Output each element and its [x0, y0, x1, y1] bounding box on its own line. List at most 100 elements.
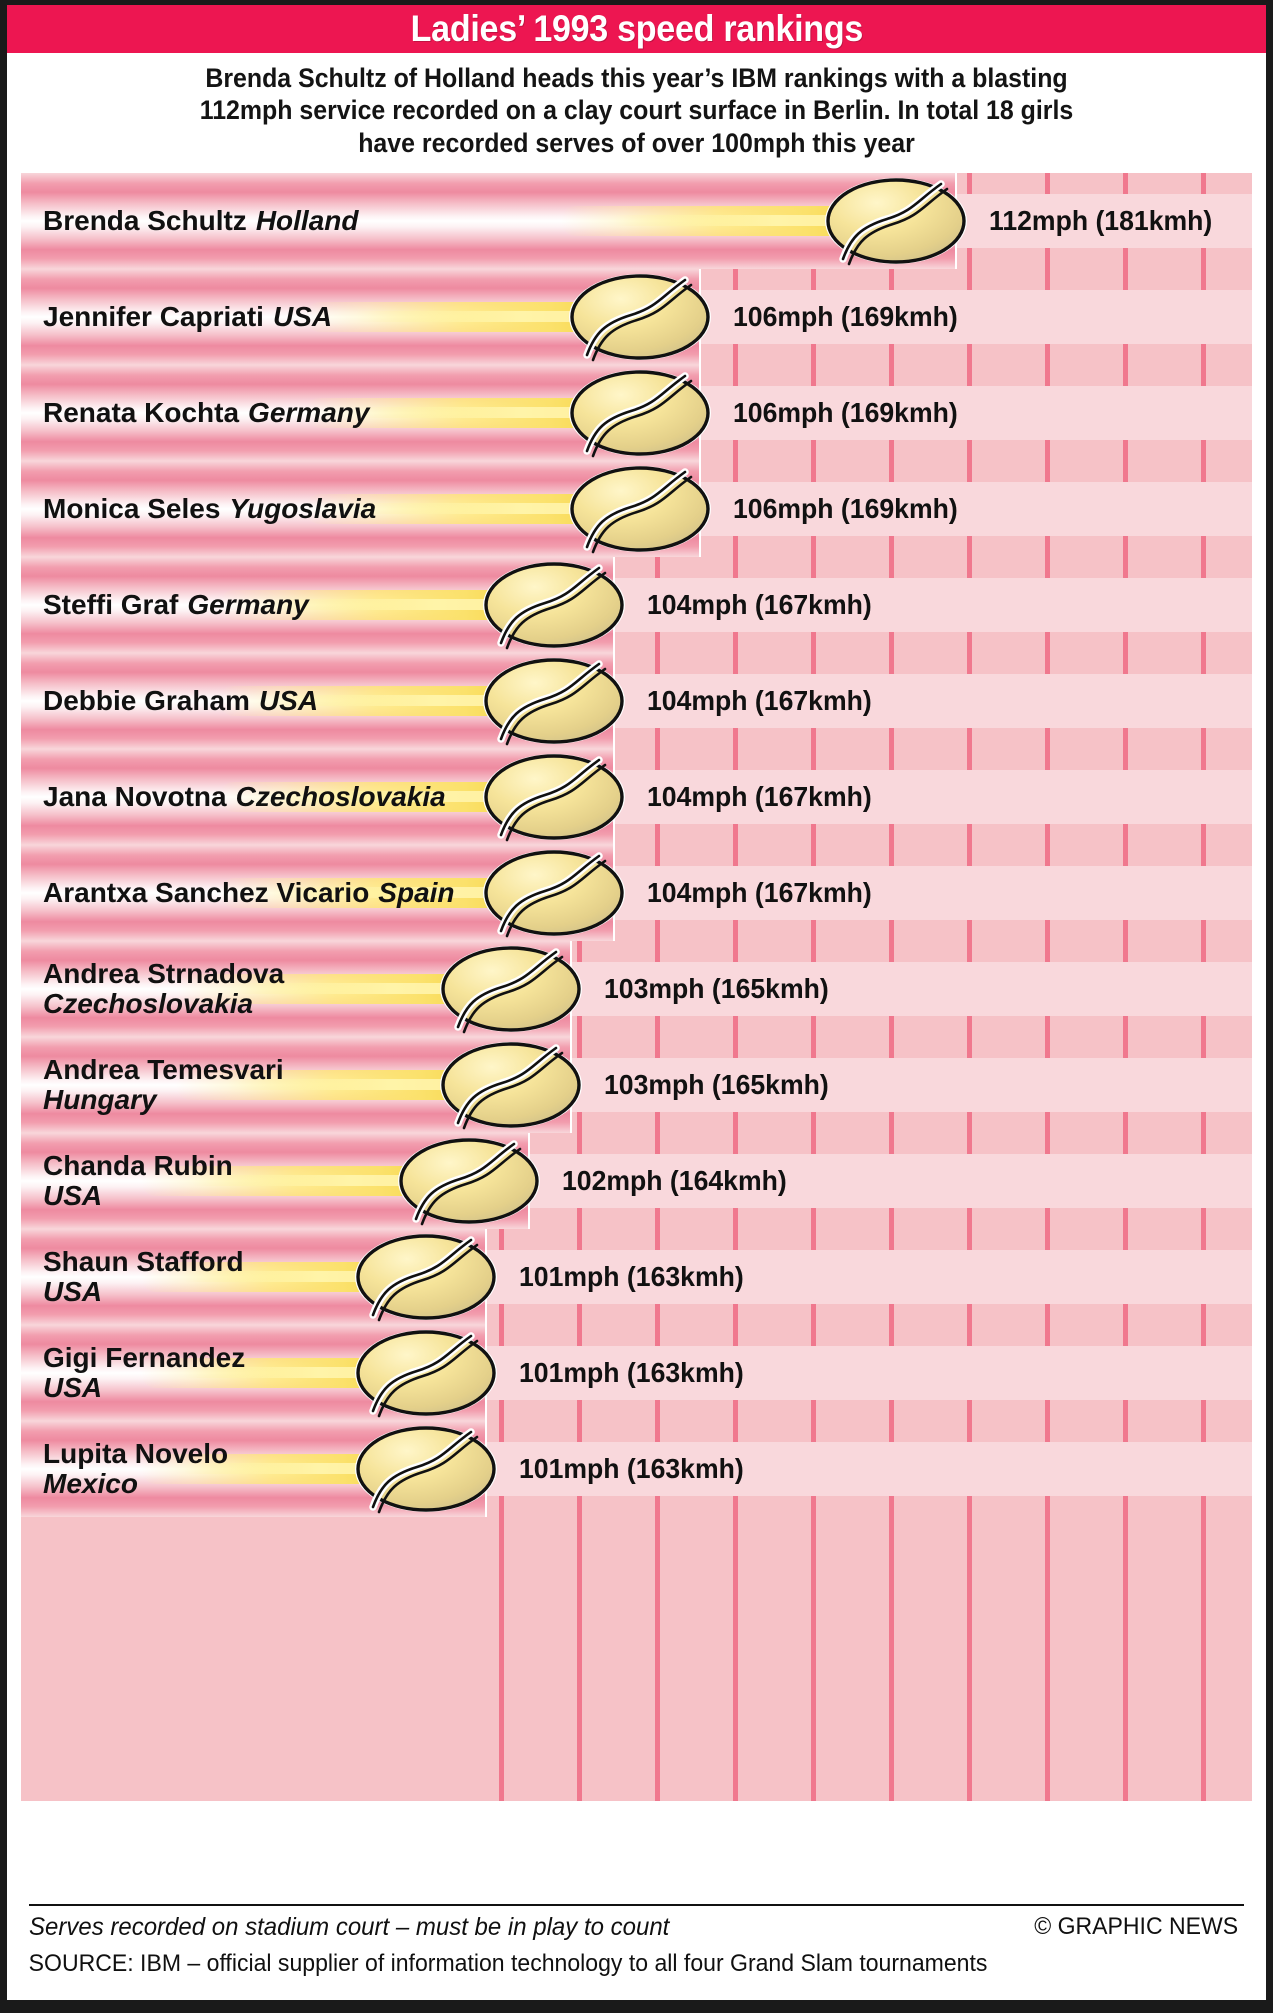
table-row[interactable]: Shaun Stafford USA 101mph (163kmh) [21, 1228, 1252, 1325]
footer-credit: © GRAPHIC NEWS [1033, 1913, 1238, 1940]
player-country: Spain [378, 877, 455, 909]
tennis-ball-icon [436, 943, 586, 1035]
tennis-ball-icon [565, 463, 715, 555]
player-country: USA [258, 685, 319, 717]
footer-note: Serves recorded on stadium court – must … [29, 1912, 670, 1941]
table-row[interactable]: Steffi Graf Germany 104mph (167kmh) [21, 556, 1252, 653]
subtitle-block: Brenda Schultz of Holland heads this yea… [45, 53, 1228, 163]
speed-trail [304, 493, 591, 524]
speed-value: 101mph (163kmh) [519, 1260, 744, 1292]
footer-top-row: Serves recorded on stadium court – must … [21, 1904, 1252, 1950]
speed-trail [219, 589, 506, 620]
table-row[interactable]: Chanda Rubin USA 102mph (164kmh) [21, 1132, 1252, 1229]
speed-trail [176, 973, 463, 1004]
speed-trail [141, 1165, 420, 1196]
speed-trail [219, 877, 506, 908]
tennis-ball-icon [479, 751, 629, 843]
table-row[interactable]: Andrea Strnadova Czechoslovakia 103mph (16… [21, 940, 1252, 1037]
table-row[interactable]: Renata Kochta Germany 106mph (169kmh) [21, 364, 1252, 461]
player-name: Andrea Temesvari Hungary [43, 1037, 284, 1133]
player-name-text: Renata Kochta [43, 397, 240, 429]
player-name-text: Brenda Schultz [43, 205, 247, 237]
player-country: Germany [187, 589, 309, 621]
player-name-text: Steffi Graf [43, 589, 179, 621]
table-row[interactable]: Gigi Fernandez USA 101mph (163kmh) [21, 1324, 1252, 1421]
player-name: Chanda Rubin USA [43, 1133, 233, 1229]
subtitle-line-1: Brenda Schultz of Holland heads this yea… [205, 63, 1068, 93]
speed-trail [176, 1069, 463, 1100]
tennis-ball-icon [351, 1231, 501, 1323]
player-country: Hungary [43, 1083, 157, 1115]
player-country: Germany [248, 397, 370, 429]
subtitle-line-3: have recorded serves of over 100mph this… [358, 127, 915, 158]
player-name: Lupita Novelo Mexico [43, 1421, 228, 1517]
player-name: Arantxa Sanchez Vicario Spain [43, 845, 455, 941]
speed-value: 104mph (167kmh) [647, 780, 872, 812]
footer: Serves recorded on stadium court – must … [21, 1904, 1252, 2000]
player-name: Andrea Strnadova Czechoslovakia [43, 941, 284, 1037]
speed-trail [141, 1453, 377, 1484]
player-name: Gigi Fernandez USA [43, 1325, 245, 1421]
speed-value: 103mph (165kmh) [604, 1068, 830, 1100]
player-name-text: Lupita Novelo [43, 1438, 229, 1470]
player-name: Debbie Graham USA [43, 653, 318, 749]
table-row[interactable]: Andrea Temesvari Hungary 103mph (165kmh) [21, 1036, 1252, 1133]
tennis-ball-icon [479, 559, 629, 651]
player-name: Brenda Schultz Holland [43, 173, 358, 269]
player-name-text: Jana Novotna [43, 781, 227, 813]
player-name: Jana Novotna Czechoslovakia [43, 749, 446, 845]
player-name-text: Shaun Stafford [43, 1246, 244, 1278]
page-title: Ladies’ 1993 speed rankings [410, 8, 863, 49]
player-name-text: Andrea Temesvari [43, 1054, 284, 1086]
table-row[interactable]: Brenda Schultz Holland 112mph (181kmh) [21, 172, 1252, 269]
player-country: Yugoslavia [229, 493, 377, 525]
speed-value: 106mph (169kmh) [732, 300, 958, 332]
speed-trail [141, 1357, 377, 1388]
tennis-ball-icon [821, 175, 971, 267]
player-name: Monica Seles Yugoslavia [43, 461, 376, 557]
tennis-ball-icon [351, 1423, 501, 1515]
speed-trail [304, 397, 591, 428]
table-row[interactable]: Jana Novotna Czechoslovakia 104mph (167kmh… [21, 748, 1252, 845]
speed-value: 106mph (169kmh) [732, 396, 958, 428]
speed-value: 104mph (167kmh) [647, 588, 872, 620]
player-name-text: Chanda Rubin [43, 1150, 233, 1182]
table-row[interactable]: Jennifer Capriati USA 106mph (169kmh) [21, 268, 1252, 365]
speed-trail [219, 685, 506, 716]
table-row[interactable]: Arantxa Sanchez Vicario Spain 104mph (167k… [21, 844, 1252, 941]
player-name-text: Gigi Fernandez [43, 1342, 246, 1374]
tennis-ball-icon [351, 1327, 501, 1419]
player-country: Holland [255, 205, 359, 237]
speed-value: 106mph (169kmh) [732, 492, 958, 524]
player-country: Czechoslovakia [235, 781, 446, 813]
speed-trail [219, 781, 506, 812]
player-country: Mexico [43, 1467, 138, 1499]
speed-value: 101mph (163kmh) [519, 1356, 744, 1388]
speed-value: 101mph (163kmh) [519, 1452, 744, 1484]
player-country: USA [43, 1179, 103, 1211]
tennis-ball-icon [394, 1135, 544, 1227]
subtitle-line-2: 112mph service recorded on a clay court … [199, 95, 1074, 126]
player-name: Jennifer Capriati USA [43, 269, 332, 365]
speed-value: 104mph (167kmh) [647, 684, 872, 716]
speed-value: 102mph (164kmh) [561, 1164, 787, 1196]
player-country: Czechoslovakia [43, 987, 254, 1019]
speed-trail [304, 301, 591, 332]
table-row[interactable]: Monica Seles Yugoslavia 106mph (169kmh) [21, 460, 1252, 557]
speed-trail [141, 1261, 377, 1292]
tennis-ball-icon [565, 367, 715, 459]
rankings-chart: Brenda Schultz Holland 112mph (181kmh) Jen… [21, 172, 1252, 1801]
tennis-ball-icon [436, 1039, 586, 1131]
player-name-text: Debbie Graham [43, 685, 250, 717]
tennis-ball-icon [479, 655, 629, 747]
player-country: USA [43, 1275, 103, 1307]
player-name: Steffi Graf Germany [43, 557, 309, 653]
footer-source: SOURCE: IBM – official supplier of infor… [28, 1950, 988, 1977]
player-name-text: Andrea Strnadova [43, 958, 285, 990]
player-name-text: Jennifer Capriati [43, 301, 264, 333]
player-name-text: Arantxa Sanchez Vicario [43, 877, 370, 909]
table-row[interactable]: Lupita Novelo Mexico 101mph (163kmh) [21, 1420, 1252, 1517]
table-row[interactable]: Debbie Graham USA 104mph (167kmh) [21, 652, 1252, 749]
player-country: USA [272, 301, 333, 333]
footer-divider [29, 1904, 1244, 1906]
